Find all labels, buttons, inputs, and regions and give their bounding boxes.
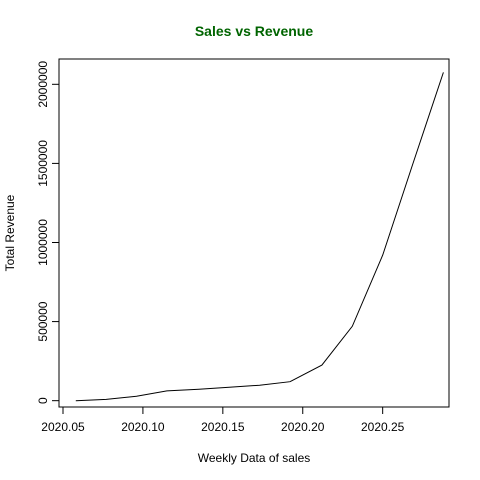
series-layer [75, 72, 444, 402]
x-tick-label: 2020.10 [121, 420, 165, 434]
y-tick-label: 0 [36, 397, 50, 404]
x-axis-label: Weekly Data of sales [198, 451, 311, 465]
y-tick-label: 1000000 [36, 219, 50, 266]
x-tick-label: 2020.20 [281, 420, 325, 434]
y-tick-label: 1500000 [36, 140, 50, 187]
y-tick-label: 500000 [36, 301, 50, 341]
y-axis: 0 500000 1000000 1500000 2000000 [36, 61, 60, 404]
y-axis-label: Total Revenue [3, 194, 17, 271]
x-axis: 2020.05 2020.10 2020.15 2020.20 2020.25 [41, 406, 405, 434]
y-tick-label: 2000000 [36, 61, 50, 108]
chart-title: Sales vs Revenue [195, 23, 314, 39]
series-line [75, 72, 444, 402]
x-tick-label: 2020.15 [201, 420, 245, 434]
x-tick-label: 2020.05 [41, 420, 85, 434]
x-tick-label: 2020.25 [361, 420, 405, 434]
